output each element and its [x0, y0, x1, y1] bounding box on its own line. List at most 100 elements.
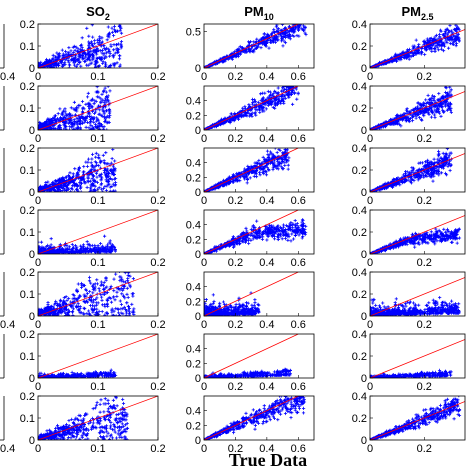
y-tick-label: 0.4	[352, 81, 367, 93]
y-tick-label: 0.4	[352, 205, 367, 217]
y-tick-label: 0.5	[186, 26, 201, 38]
y-tick-label: 0.2	[20, 391, 35, 403]
data-points	[38, 396, 130, 440]
y-tick-label: 0.2	[186, 234, 201, 246]
x-tick-label: 0	[201, 443, 207, 455]
truncated-x-tick-label: 0.4	[0, 71, 15, 83]
y-tick-label: 0.2	[352, 41, 367, 53]
reference-line	[370, 91, 465, 130]
y-tick-label: 0.2	[20, 19, 35, 31]
x-tick-label: 0	[201, 195, 207, 207]
y-tick-label: 0.1	[20, 165, 35, 177]
reference-line	[204, 396, 299, 440]
reference-line	[38, 210, 158, 254]
y-tick-label: 0	[29, 311, 35, 323]
y-tick-label: 0.2	[352, 227, 367, 239]
y-tick-label: 0.2	[352, 165, 367, 177]
y-tick-label: 0.2	[352, 413, 367, 425]
x-tick-label: 0	[201, 71, 207, 83]
x-tick-label: 0	[367, 257, 373, 269]
x-tick-label: 0.6	[291, 195, 306, 207]
y-tick-label: 0.2	[186, 358, 201, 370]
x-tick-label: 0.6	[291, 443, 306, 455]
truncated-x-tick-label: 0.4	[0, 319, 15, 331]
point-markers	[370, 24, 461, 68]
y-tick-label: 0.1	[20, 413, 35, 425]
x-tick-label: 0.4	[259, 443, 274, 455]
y-tick-label: 0.2	[20, 329, 35, 341]
y-tick-label: 0.2	[352, 103, 367, 115]
x-tick-label: 0.2	[417, 319, 432, 331]
scatter-panel: 0 0.1 0.2 0 0.1 0.2	[20, 205, 166, 269]
reference-line	[38, 334, 158, 378]
x-tick-label: 0.2	[417, 133, 432, 145]
x-tick-label: 0	[201, 257, 207, 269]
axes-frame	[203, 147, 315, 193]
scatter-panel: 0 0.5 0 0.2 0.4 0.6	[186, 23, 315, 83]
x-tick-label: 0.2	[228, 381, 243, 393]
x-tick-label: 0.1	[90, 443, 105, 455]
y-tick-label: 0	[361, 435, 367, 447]
y-tick-label: 0.2	[20, 81, 35, 93]
point-markers	[38, 396, 130, 440]
y-tick-label: 0	[195, 435, 201, 447]
y-tick-label: 0.4	[186, 406, 201, 418]
x-tick-label: 0	[367, 195, 373, 207]
scatter-panel: 0 0.2 0.4 0 0.2	[352, 205, 466, 269]
data-points	[38, 234, 117, 254]
reference-line	[204, 272, 299, 316]
scatter-panel: 0 0.1 0.2 0 0.1 0.2	[20, 19, 166, 83]
y-tick-label: 0	[29, 435, 35, 447]
reference-line	[38, 148, 158, 192]
x-tick-label: 0.1	[90, 381, 105, 393]
x-axis-label: True Data	[229, 450, 307, 470]
x-tick-label: 0.2	[150, 381, 165, 393]
scatter-panel: 0 0.2 0.4 0 0.2	[352, 391, 466, 455]
point-markers	[38, 234, 117, 254]
point-markers	[38, 24, 124, 68]
axes-frame	[203, 23, 315, 69]
y-tick-label: 0	[195, 125, 201, 137]
panel-grid: 00.10.20 0.1 0.200.10.20 0.1 0.200.10.20 0.1 0…	[0, 19, 466, 455]
data-points	[370, 227, 462, 254]
x-tick-label: 0.6	[291, 71, 306, 83]
point-markers	[204, 218, 308, 254]
axes-frame	[203, 333, 315, 379]
x-tick-label: 0.2	[150, 195, 165, 207]
y-tick-label: 0.2	[20, 267, 35, 279]
x-tick-label: 0	[201, 133, 207, 145]
y-tick-label: 0.4	[352, 143, 367, 155]
x-tick-label: 0.1	[90, 133, 105, 145]
y-tick-label: 0	[195, 249, 201, 261]
x-tick-label: 0.4	[259, 195, 274, 207]
reference-line	[370, 153, 465, 192]
scatter-panel: 00.20.40 0.2 0.4 0.6	[186, 85, 315, 145]
reference-line	[370, 215, 465, 254]
data-points	[370, 86, 453, 130]
column-title-main: SO	[86, 4, 105, 19]
y-tick-label: 0.2	[186, 420, 201, 432]
y-tick-label: 0	[29, 187, 35, 199]
point-markers	[370, 396, 462, 440]
axes-frame	[203, 85, 315, 131]
column-title-main: PM	[244, 4, 264, 19]
y-tick-label: 0.1	[20, 289, 35, 301]
point-markers	[38, 148, 118, 192]
reference-line	[204, 24, 299, 68]
y-tick-label: 0	[195, 311, 201, 323]
data-points	[204, 291, 261, 316]
point-markers	[370, 148, 453, 192]
data-points	[370, 24, 461, 68]
x-tick-label: 0	[35, 195, 41, 207]
y-tick-label: 0.2	[186, 110, 201, 122]
x-tick-label: 0.4	[259, 381, 274, 393]
truncated-x-tick-label: 0.4	[0, 443, 15, 455]
column-title-subscript: 2.5	[421, 12, 434, 22]
scatter-panel: 0 0.1 0.2 0 0.1 0.2	[20, 267, 166, 331]
x-tick-label: 0.2	[228, 71, 243, 83]
y-tick-label: 0	[361, 311, 367, 323]
column-titles: SO2 PM10 PM2.5	[86, 4, 433, 22]
scatter-panel: 00.20.40 0.2 0.4 0.6	[186, 271, 315, 331]
y-tick-label: 0	[195, 187, 201, 199]
y-tick-label: 0.2	[186, 296, 201, 308]
